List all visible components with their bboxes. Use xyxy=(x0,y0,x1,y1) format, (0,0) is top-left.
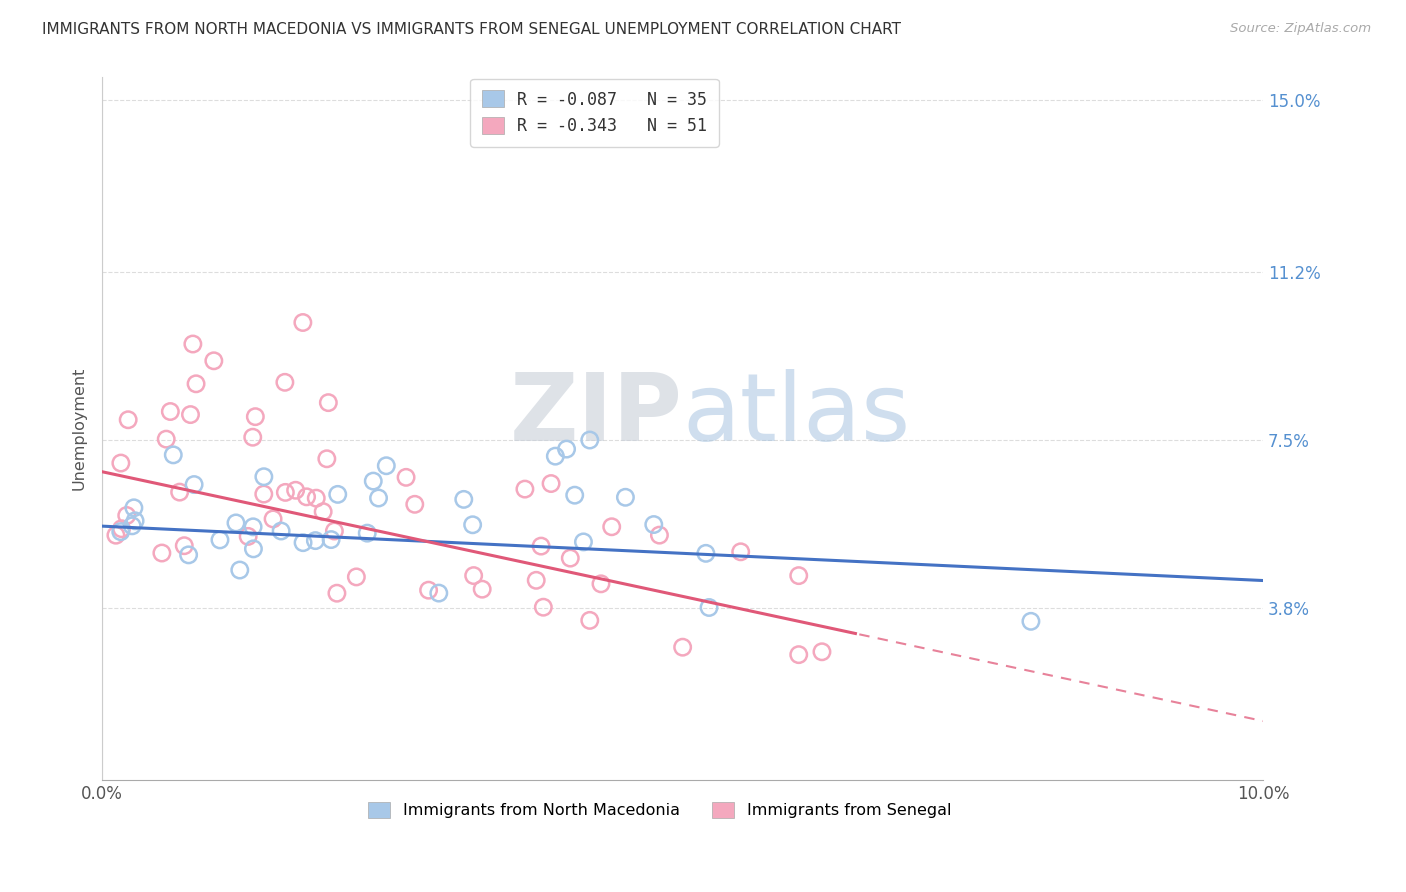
Immigrants from North Macedonia xyxy=(356,526,378,541)
Immigrants from North Macedonia xyxy=(162,448,184,462)
Immigrants from North Macedonia xyxy=(326,487,349,501)
Immigrants from Senegal xyxy=(115,508,138,523)
Immigrants from North Macedonia xyxy=(242,520,264,534)
Immigrants from Senegal xyxy=(110,522,132,536)
Immigrants from Senegal xyxy=(404,497,426,511)
Immigrants from Senegal xyxy=(181,337,204,351)
Immigrants from Senegal xyxy=(578,613,600,627)
Immigrants from North Macedonia xyxy=(208,533,231,547)
Immigrants from Senegal xyxy=(787,568,810,582)
Immigrants from Senegal xyxy=(179,408,201,422)
Immigrants from North Macedonia xyxy=(122,500,145,515)
Immigrants from Senegal xyxy=(262,512,284,526)
Text: atlas: atlas xyxy=(683,368,911,460)
Immigrants from Senegal xyxy=(117,413,139,427)
Immigrants from North Macedonia xyxy=(292,535,315,549)
Immigrants from Senegal xyxy=(173,539,195,553)
Immigrants from Senegal xyxy=(274,376,297,390)
Immigrants from Senegal xyxy=(236,529,259,543)
Immigrants from North Macedonia xyxy=(183,477,205,491)
Immigrants from North Macedonia xyxy=(461,517,484,532)
Immigrants from North Macedonia xyxy=(1019,615,1042,629)
Immigrants from North Macedonia xyxy=(242,541,264,556)
Immigrants from Senegal xyxy=(159,404,181,418)
Y-axis label: Unemployment: Unemployment xyxy=(72,367,86,491)
Immigrants from Senegal xyxy=(787,648,810,662)
Immigrants from Senegal xyxy=(169,485,191,500)
Immigrants from Senegal xyxy=(104,528,127,542)
Immigrants from North Macedonia xyxy=(124,514,146,528)
Immigrants from North Macedonia xyxy=(453,492,475,507)
Immigrants from North Macedonia xyxy=(321,533,343,547)
Immigrants from North Macedonia xyxy=(555,442,578,456)
Text: Source: ZipAtlas.com: Source: ZipAtlas.com xyxy=(1230,22,1371,36)
Immigrants from North Macedonia xyxy=(695,546,717,560)
Immigrants from North Macedonia xyxy=(697,600,720,615)
Immigrants from Senegal xyxy=(811,645,834,659)
Text: ZIP: ZIP xyxy=(510,368,683,460)
Immigrants from North Macedonia xyxy=(121,518,143,533)
Immigrants from Senegal xyxy=(540,476,562,491)
Immigrants from Senegal xyxy=(110,456,132,470)
Immigrants from Senegal xyxy=(245,409,267,424)
Immigrants from Senegal xyxy=(560,551,582,566)
Immigrants from North Macedonia xyxy=(270,524,292,538)
Immigrants from Senegal xyxy=(315,451,337,466)
Immigrants from Senegal xyxy=(274,485,297,500)
Immigrants from Senegal xyxy=(150,546,173,560)
Immigrants from Senegal xyxy=(312,505,335,519)
Immigrants from North Macedonia xyxy=(177,548,200,562)
Immigrants from North Macedonia xyxy=(361,474,384,488)
Immigrants from Senegal xyxy=(730,545,752,559)
Immigrants from Senegal xyxy=(323,524,346,538)
Immigrants from North Macedonia xyxy=(643,517,665,532)
Immigrants from Senegal xyxy=(513,482,536,496)
Immigrants from Senegal xyxy=(672,640,695,655)
Immigrants from Senegal xyxy=(344,570,367,584)
Immigrants from Senegal xyxy=(295,490,318,504)
Immigrants from Senegal xyxy=(155,432,177,446)
Immigrants from Senegal xyxy=(471,582,494,597)
Immigrants from Senegal xyxy=(418,583,440,598)
Immigrants from Senegal xyxy=(318,395,340,409)
Immigrants from North Macedonia xyxy=(427,586,450,600)
Legend: Immigrants from North Macedonia, Immigrants from Senegal: Immigrants from North Macedonia, Immigra… xyxy=(361,796,957,825)
Immigrants from Senegal xyxy=(524,574,547,588)
Text: IMMIGRANTS FROM NORTH MACEDONIA VS IMMIGRANTS FROM SENEGAL UNEMPLOYMENT CORRELAT: IMMIGRANTS FROM NORTH MACEDONIA VS IMMIG… xyxy=(42,22,901,37)
Immigrants from Senegal xyxy=(395,470,418,484)
Immigrants from Senegal xyxy=(242,430,264,444)
Immigrants from North Macedonia xyxy=(614,491,637,505)
Immigrants from North Macedonia xyxy=(225,516,247,530)
Immigrants from North Macedonia xyxy=(304,533,326,548)
Immigrants from Senegal xyxy=(326,586,349,600)
Immigrants from Senegal xyxy=(284,483,307,498)
Immigrants from North Macedonia xyxy=(564,488,586,502)
Immigrants from North Macedonia xyxy=(367,491,389,505)
Immigrants from Senegal xyxy=(291,316,314,330)
Immigrants from North Macedonia xyxy=(229,563,252,577)
Immigrants from Senegal xyxy=(530,539,553,553)
Immigrants from Senegal xyxy=(463,568,485,582)
Immigrants from Senegal xyxy=(531,600,554,615)
Immigrants from Senegal xyxy=(253,487,276,501)
Immigrants from Senegal xyxy=(648,528,671,542)
Immigrants from North Macedonia xyxy=(253,469,276,483)
Immigrants from North Macedonia xyxy=(544,449,567,463)
Immigrants from Senegal xyxy=(202,353,225,368)
Immigrants from Senegal xyxy=(600,520,623,534)
Immigrants from North Macedonia xyxy=(578,433,600,447)
Immigrants from North Macedonia xyxy=(110,524,132,539)
Immigrants from Senegal xyxy=(184,376,207,391)
Immigrants from Senegal xyxy=(305,491,328,505)
Immigrants from Senegal xyxy=(589,577,612,591)
Immigrants from North Macedonia xyxy=(375,458,398,473)
Immigrants from North Macedonia xyxy=(572,535,595,549)
